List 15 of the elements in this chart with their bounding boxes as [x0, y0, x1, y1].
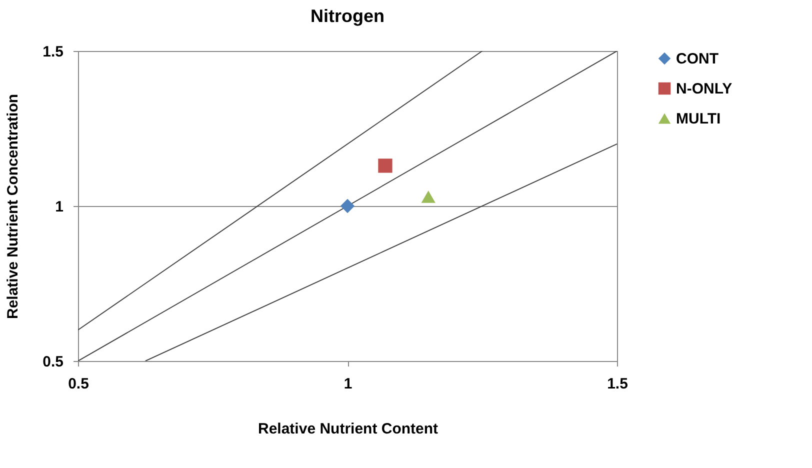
chart-title: Nitrogen: [310, 6, 384, 26]
y-tick-label: 1.5: [42, 44, 64, 60]
point: [421, 190, 436, 203]
point: [340, 198, 355, 214]
y-tick-label: 0.5: [42, 354, 64, 370]
x-tick-label: 0.5: [68, 376, 89, 392]
legend-label: MULTI: [676, 110, 721, 128]
y-tick-label: 1: [55, 198, 64, 216]
legend-label: CONT: [676, 50, 718, 68]
y-axis-title: Relative Nutrient Concentration: [4, 94, 22, 320]
legend-label: N-ONLY: [676, 80, 732, 98]
x-tick-label: 1.5: [607, 376, 628, 392]
x-axis-title: Relative Nutrient Content: [258, 420, 438, 438]
x-tick-label: 1: [344, 376, 352, 392]
point: [378, 158, 392, 173]
